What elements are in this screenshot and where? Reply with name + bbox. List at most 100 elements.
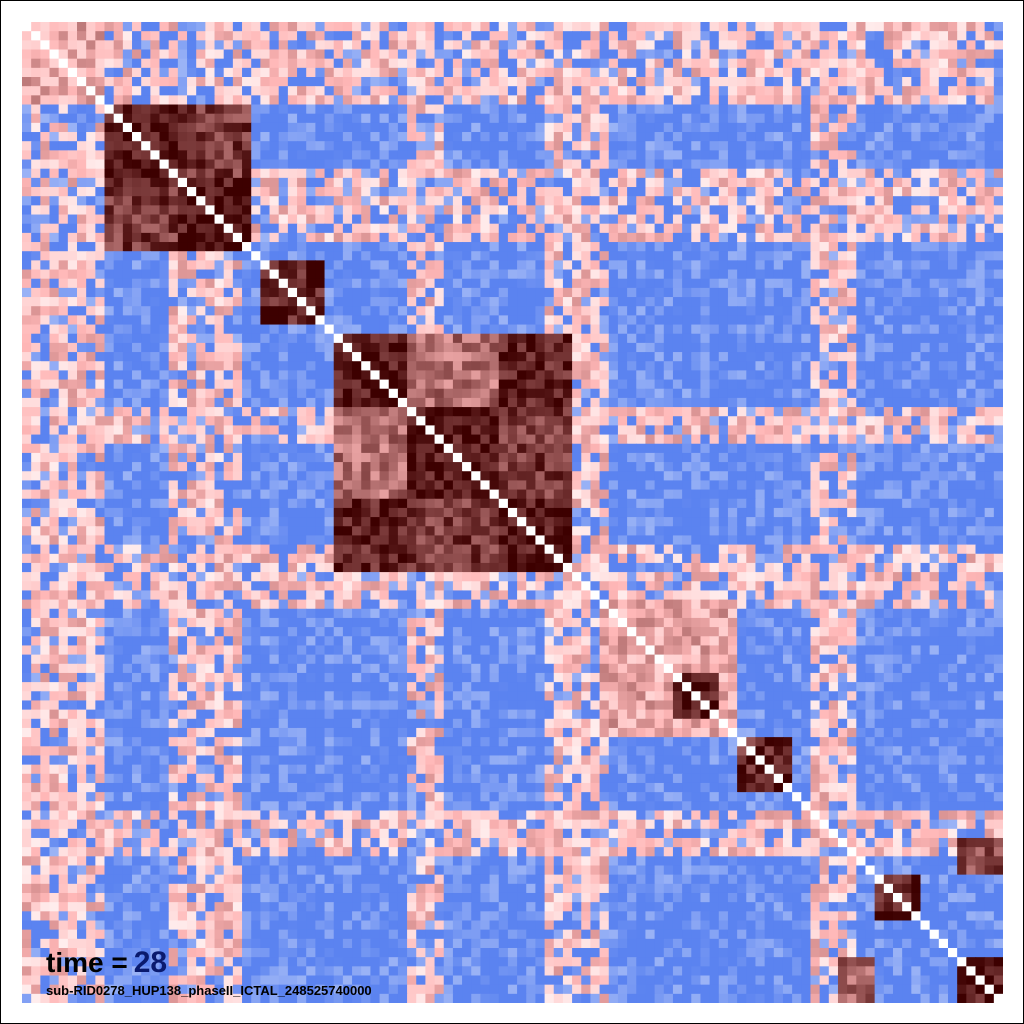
heatmap-cell xyxy=(260,31,271,41)
heatmap-cell xyxy=(957,104,967,115)
heatmap-cell xyxy=(672,260,683,271)
heatmap-cell xyxy=(306,187,316,197)
heatmap-cell xyxy=(535,22,546,32)
heatmap-cell xyxy=(113,104,124,115)
heatmap-cell xyxy=(847,86,857,96)
heatmap-cell xyxy=(911,352,922,362)
heatmap-cell xyxy=(379,232,390,243)
heatmap-cell xyxy=(507,77,518,87)
heatmap-cell xyxy=(86,416,96,426)
heatmap-cell xyxy=(847,177,857,188)
heatmap-cell xyxy=(865,242,876,252)
heatmap-cell xyxy=(764,67,775,78)
heatmap-cell xyxy=(443,31,454,41)
heatmap-cell xyxy=(608,297,619,307)
heatmap-cell xyxy=(599,86,610,96)
heatmap-cell xyxy=(929,22,940,32)
heatmap-cell xyxy=(297,361,307,371)
heatmap-cell xyxy=(617,113,628,124)
heatmap-cell xyxy=(352,342,362,353)
heatmap-cell xyxy=(746,269,757,280)
heatmap-cell xyxy=(902,159,912,170)
heatmap-cell xyxy=(755,77,766,87)
heatmap-cell xyxy=(700,269,711,280)
heatmap-cell xyxy=(892,407,903,417)
heatmap-cell xyxy=(214,425,225,436)
heatmap-cell xyxy=(892,95,903,106)
heatmap-cell xyxy=(636,86,647,96)
heatmap-cell xyxy=(507,306,518,316)
heatmap-cell xyxy=(95,370,106,381)
heatmap-cell xyxy=(663,58,674,69)
heatmap-cell xyxy=(416,232,426,243)
heatmap-cell xyxy=(242,287,252,298)
heatmap-cell xyxy=(856,388,867,399)
heatmap-cell xyxy=(709,342,720,353)
heatmap-cell xyxy=(242,443,252,454)
heatmap-cell xyxy=(462,58,472,69)
heatmap-cell xyxy=(159,352,170,362)
heatmap-cell xyxy=(654,416,665,426)
heatmap-cell xyxy=(847,315,857,326)
heatmap-cell xyxy=(553,242,564,252)
heatmap-cell xyxy=(929,86,940,96)
heatmap-cell xyxy=(617,168,628,179)
heatmap-cell xyxy=(315,397,326,408)
heatmap-cell xyxy=(416,159,426,170)
heatmap-cell xyxy=(581,187,592,197)
heatmap-cell xyxy=(425,159,436,170)
heatmap-cell xyxy=(379,122,390,133)
heatmap-cell xyxy=(379,251,390,261)
heatmap-cell xyxy=(755,49,766,60)
heatmap-cell xyxy=(562,49,573,60)
heatmap-cell xyxy=(801,324,812,335)
heatmap-cell xyxy=(590,434,601,445)
heatmap-cell xyxy=(397,150,408,161)
heatmap-cell xyxy=(892,306,903,316)
heatmap-cell xyxy=(938,407,949,417)
heatmap-cell xyxy=(975,223,986,234)
heatmap-cell xyxy=(352,232,362,243)
heatmap-cell xyxy=(709,315,720,326)
heatmap-cell xyxy=(141,260,151,271)
heatmap-cell xyxy=(388,342,399,353)
heatmap-cell xyxy=(498,95,509,106)
heatmap-cell xyxy=(242,397,252,408)
heatmap-cell xyxy=(682,150,692,161)
heatmap-cell xyxy=(544,67,555,78)
heatmap-cell xyxy=(654,242,665,252)
heatmap-cell xyxy=(297,214,307,225)
heatmap-cell xyxy=(553,77,564,87)
heatmap-cell xyxy=(168,187,179,197)
heatmap-cell xyxy=(957,352,967,362)
heatmap-cell xyxy=(599,251,610,261)
heatmap-cell xyxy=(810,214,821,225)
heatmap-cell xyxy=(544,379,555,390)
heatmap-cell xyxy=(966,150,977,161)
heatmap-cell xyxy=(223,315,234,326)
heatmap-cell xyxy=(911,251,922,261)
heatmap-cell xyxy=(471,223,482,234)
heatmap-cell xyxy=(617,196,628,206)
heatmap-cell xyxy=(22,333,32,344)
heatmap-cell xyxy=(819,104,830,115)
heatmap-cell xyxy=(498,352,509,362)
heatmap-cell xyxy=(755,122,766,133)
heatmap-cell xyxy=(452,214,463,225)
heatmap-cell xyxy=(352,278,362,289)
heatmap-cell xyxy=(306,379,316,390)
heatmap-cell xyxy=(132,95,142,106)
heatmap-cell xyxy=(709,242,720,252)
heatmap-cell xyxy=(957,67,967,78)
heatmap-cell xyxy=(452,278,463,289)
heatmap-cell xyxy=(700,67,711,78)
heatmap-cell xyxy=(407,379,417,390)
heatmap-cell xyxy=(443,416,454,426)
heatmap-cell xyxy=(242,425,252,436)
heatmap-cell xyxy=(773,278,784,289)
heatmap-cell xyxy=(902,49,912,60)
heatmap-cell xyxy=(168,315,179,326)
heatmap-cell xyxy=(297,187,307,197)
heatmap-cell xyxy=(22,113,32,124)
heatmap-cell xyxy=(58,22,69,32)
